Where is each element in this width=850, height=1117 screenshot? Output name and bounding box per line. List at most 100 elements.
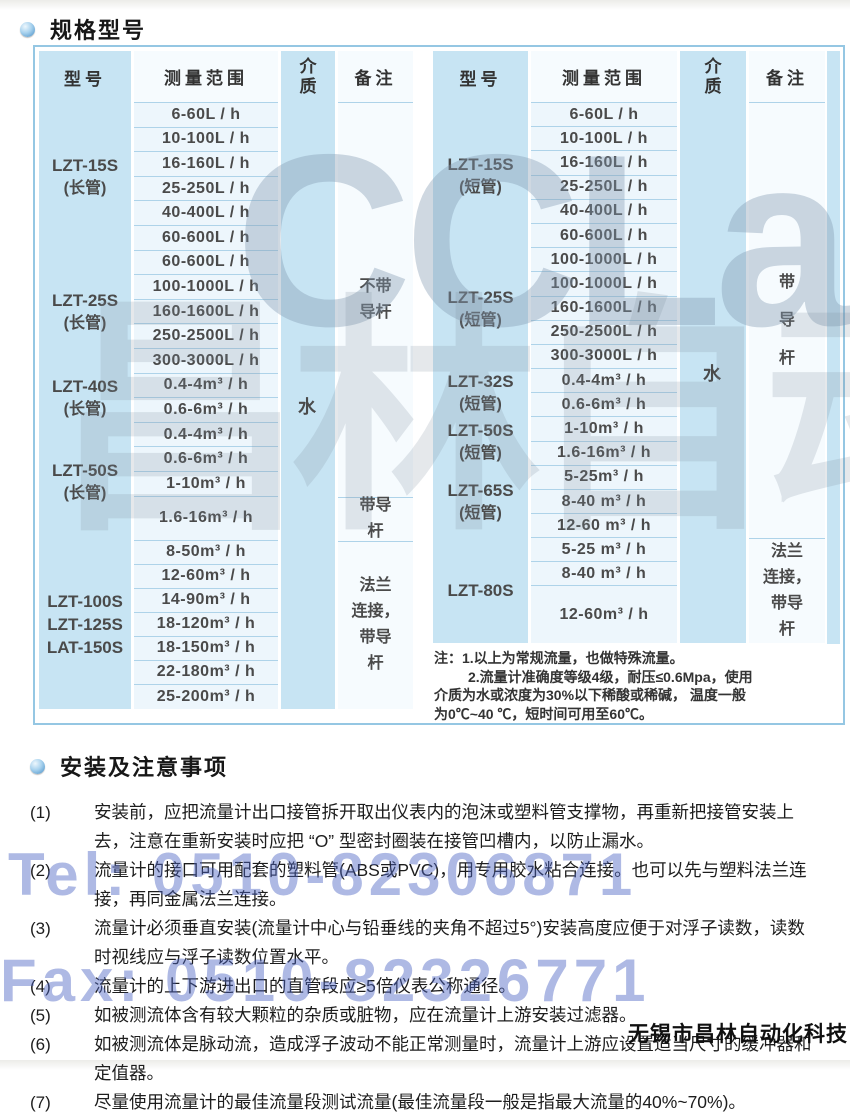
item-number: (6) xyxy=(30,1035,51,1054)
item-number: (2) xyxy=(30,861,51,880)
install-item: (7) 尽量使用流量计的最佳流量段测试流量(最佳流量段一般是指最大流量的40%~… xyxy=(30,1088,832,1117)
range-cell: 100-1000L / h xyxy=(531,248,677,273)
item-number: (5) xyxy=(30,1006,51,1025)
range-cell: 12-60 m³ / h xyxy=(531,514,677,539)
remark-cell: 带导 杆 xyxy=(338,496,413,541)
model-cell: LZT-65S (短管) xyxy=(433,465,528,539)
range-cell: 1.6-16m³ / h xyxy=(134,496,278,541)
item-number: (7) xyxy=(30,1093,51,1112)
remark-cell: 不带 导杆 xyxy=(338,103,413,497)
range-cell: 5-25 m³ / h xyxy=(531,538,677,563)
remark-cell: 法兰 连接， 带导 杆 xyxy=(338,540,413,709)
range-cell: 5-25m³ / h xyxy=(531,465,677,490)
item-text: 尽量使用流量计的最佳流量段测试流量(最佳流量段一般是指最大流量的40%~70%)… xyxy=(94,1092,746,1112)
range-cell: 100-1000L / h xyxy=(134,275,278,300)
model-cell: LZT-50S (短管) xyxy=(433,417,528,466)
model-name: LZT-25S xyxy=(447,287,514,307)
install-section: 安装及注意事项 (1) 安装前，应把流量计出口接管拆开取出仪表内的泡沫或塑料管支… xyxy=(30,750,832,1117)
range-cell: 1-10m³ / h xyxy=(531,417,677,442)
note-line: 为0℃~40 ℃，短时间可用至60℃。 xyxy=(434,705,653,722)
model-name: LZT-50S xyxy=(51,460,119,480)
range-cell: 18-120m³ / h xyxy=(134,612,278,637)
range-cell: 40-400L / h xyxy=(134,201,278,226)
range-cell: 6-60L / h xyxy=(134,103,278,128)
range-cell: 25-250L / h xyxy=(531,175,677,200)
range-cell: 0.6-6m³ / h xyxy=(531,393,677,418)
column-header-model: 型号 xyxy=(39,51,131,103)
item-number: (4) xyxy=(30,977,51,996)
remark-cell: 带 导 杆 xyxy=(749,103,825,539)
range-cell: 160-1600L / h xyxy=(531,296,677,321)
range-cell: 60-600L / h xyxy=(531,223,677,249)
install-item: (6) 如被测流体是脉动流，造成浮子波动不能正常测量时，流量计上游应设置适当尺寸… xyxy=(30,1030,832,1088)
spec-tables-box: 型号 测量范围 介 质 备注 LZT-15S (长管) LZT-25S (长管)… xyxy=(33,45,845,725)
install-item: (1) 安装前，应把流量计出口接管拆开取出仪表内的泡沫或塑料管支撑物，再重新把接… xyxy=(30,798,832,856)
range-cell: 8-40 m³ / h xyxy=(531,490,677,515)
install-section-title: 安装及注意事项 xyxy=(60,755,229,780)
model-name: LZT-40S xyxy=(51,377,119,397)
install-item: (2) 流量计的接口可用配套的塑料管(ABS或PVC)，用专用胶水粘合连接。也可… xyxy=(30,856,832,914)
spec-table-short-tube: 型号 测量范围 介 质 备注 LZT-15S (短管) LZT-25S (短管)… xyxy=(433,51,825,644)
install-item: (3) 流量计必须垂直安装(流量计中心与铅垂线的夹角不超过5°)安装高度应便于对… xyxy=(30,914,832,972)
model-sub: (长管) xyxy=(63,484,107,502)
spec-section-header: 规格型号 xyxy=(20,13,146,45)
model-name: LZT-15S xyxy=(447,154,514,174)
model-name: LZT-80S xyxy=(447,581,514,601)
item-text: 安装前，应把流量计出口接管拆开取出仪表内的泡沫或塑料管支撑物，再重新把接管安装上… xyxy=(94,802,794,851)
range-cell: 1-10m³ / h xyxy=(134,471,278,497)
item-number: (3) xyxy=(30,919,51,938)
model-sub: (长管) xyxy=(63,179,107,197)
medium-cell: 水 xyxy=(281,103,335,709)
column-header-model: 型号 xyxy=(433,51,528,103)
range-cell: 12-60m³ / h xyxy=(134,564,278,589)
model-cell: LZT-32S (短管) xyxy=(433,369,528,418)
model-name: LZT-65S xyxy=(447,481,514,501)
range-cell: 0.4-4m³ / h xyxy=(134,422,278,448)
section-bullet-icon xyxy=(30,758,45,774)
column-header-medium: 介 质 xyxy=(281,51,335,103)
note-line: 介质为水或浓度为30%以下稀酸或稀碱， 温度一般 xyxy=(434,687,746,703)
model-cell: LZT-25S (短管) xyxy=(433,248,528,370)
range-cell: 6-60L / h xyxy=(531,103,677,128)
range-cell: 25-250L / h xyxy=(134,176,278,202)
item-text: 如被测流体是脉动流，造成浮子波动不能正常测量时，流量计上游应设置适当尺寸的缓冲器… xyxy=(94,1034,812,1083)
range-cell: 25-200m³ / h xyxy=(134,684,278,709)
model-name: LZT-32S xyxy=(447,372,514,392)
item-text: 流量计的接口可用配套的塑料管(ABS或PVC)，用专用胶水粘合连接。也可以先与塑… xyxy=(94,860,807,909)
range-cell: 0.4-4m³ / h xyxy=(134,373,278,399)
range-cell: 0.4-4m³ / h xyxy=(531,369,677,394)
model-name: LZT-50S xyxy=(447,420,514,440)
install-item: (4) 流量计的上下游进出口的直管段应≥5倍仪表公称通径。 xyxy=(30,972,832,1001)
range-cell: 14-90m³ / h xyxy=(134,588,278,613)
model-sub: (短管) xyxy=(459,505,502,523)
column-header-medium: 介 质 xyxy=(680,51,746,103)
model-cell: LZT-15S (长管) xyxy=(39,103,131,251)
model-sub: (短管) xyxy=(459,444,502,462)
range-cell: 40-400L / h xyxy=(531,199,677,224)
column-header-remark: 备注 xyxy=(749,51,825,103)
range-cell: 300-3000L / h xyxy=(134,348,278,374)
column-header-remark: 备注 xyxy=(338,51,413,103)
table-note: 注：1.以上为常规流量，也做特殊流量。 2.流量计准确度等级4级，耐压≤0.6M… xyxy=(434,649,836,723)
model-cell: LZT-80S xyxy=(433,538,528,644)
range-cell: 1.6-16m³ / h xyxy=(531,441,677,466)
item-number: (1) xyxy=(30,803,51,822)
range-cell: 16-160L / h xyxy=(134,152,278,177)
install-items: (1) 安装前，应把流量计出口接管拆开取出仪表内的泡沫或塑料管支撑物，再重新把接… xyxy=(30,798,832,1117)
item-text: 流量计必须垂直安装(流量计中心与铅垂线的夹角不超过5°)安装高度应便于对浮子读数… xyxy=(94,918,805,967)
item-text: 流量计的上下游进出口的直管段应≥5倍仪表公称通径。 xyxy=(94,976,516,996)
note-line: 注：1.以上为常规流量，也做特殊流量。 xyxy=(434,650,684,666)
model-cell: LZT-100S LZT-125S LAT-150S xyxy=(39,540,131,709)
model-cell: LZT-40S (长管) xyxy=(39,373,131,423)
range-cell: 8-40 m³ / h xyxy=(531,562,677,587)
table-filler-strip xyxy=(827,51,840,644)
range-cell: 0.6-6m³ / h xyxy=(134,447,278,472)
column-header-range: 测量范围 xyxy=(134,51,278,103)
spec-section-title: 规格型号 xyxy=(50,18,147,43)
range-cell: 16-160L / h xyxy=(531,151,677,176)
range-cell: 22-180m³ / h xyxy=(134,660,278,685)
model-sub: (长管) xyxy=(63,315,107,333)
range-cell: 60-600L / h xyxy=(134,225,278,251)
range-cell: 18-150m³ / h xyxy=(134,636,278,661)
column-header-range: 测量范围 xyxy=(531,51,677,103)
